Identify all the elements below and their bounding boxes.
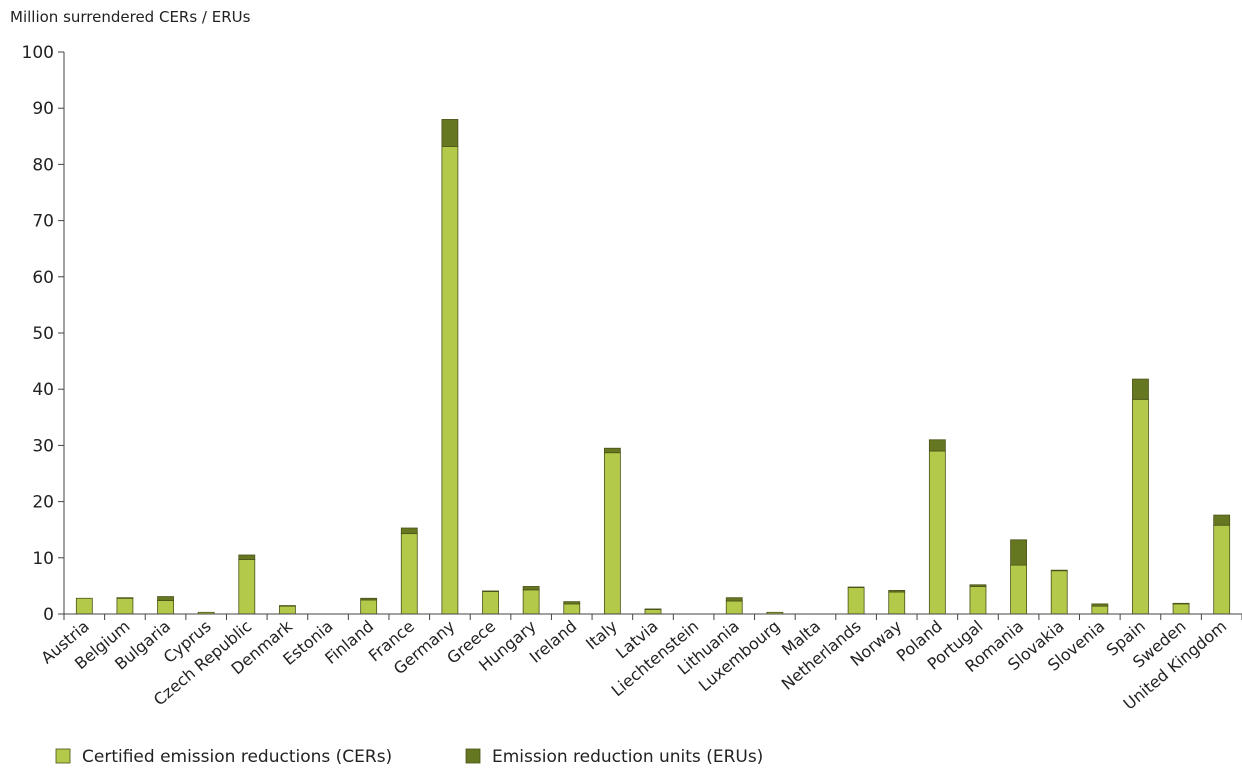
bar-segment [238, 554, 256, 560]
y-tick-label: 80 [32, 155, 54, 175]
bar-segment [888, 589, 906, 593]
bars [75, 119, 1231, 615]
bar-segment [1010, 564, 1027, 615]
bar-segment [847, 586, 865, 588]
bar-segment [400, 533, 418, 615]
y-tick-label: 100 [22, 43, 54, 63]
bar-segment [969, 586, 987, 615]
bar-segment [400, 527, 418, 535]
bar-segment [279, 605, 296, 615]
bar-segment [1172, 602, 1190, 605]
bar-segment [969, 584, 987, 587]
legend-label: Certified emission reductions (CERs) [82, 747, 392, 767]
y-tick-label: 60 [32, 268, 54, 288]
bar-segment [888, 591, 906, 615]
legend: Certified emission reductions (CERs) Emis… [55, 747, 763, 767]
y-tick-label: 70 [32, 212, 54, 232]
bar-segment [441, 119, 459, 147]
bar-segment [1010, 539, 1027, 566]
bar-segment [238, 559, 256, 615]
bar-segment [644, 608, 662, 610]
bar-segment [644, 609, 662, 615]
legend-swatch [55, 748, 71, 764]
bar-segment [75, 597, 93, 615]
legend-swatch [465, 748, 481, 764]
bar-segment [603, 452, 621, 615]
bar-segment [1091, 603, 1109, 607]
legend-label: Emission reduction units (ERUs) [492, 747, 763, 767]
bar-segment [1050, 570, 1068, 615]
y-axis: 0 10 20 30 40 50 60 70 80 90 100 [22, 43, 64, 625]
bar-segment [563, 601, 581, 605]
bar-segment [1132, 378, 1149, 400]
y-tick-label: 20 [32, 493, 54, 513]
bar-segment [116, 597, 134, 615]
y-tick-label: 40 [32, 380, 54, 400]
bar-segment [1213, 514, 1231, 526]
bar-segment [157, 600, 174, 615]
y-tick-label: 10 [32, 549, 54, 569]
bar-segment [847, 587, 865, 615]
bar-segment [928, 450, 946, 615]
bar-segment [725, 597, 743, 602]
bar-segment [1213, 524, 1231, 615]
x-tick-label: Ireland [526, 617, 581, 667]
bar-segment [360, 597, 378, 601]
y-tick-label: 30 [32, 436, 54, 456]
bar-segment [116, 597, 134, 599]
bar-segment [360, 599, 378, 615]
bar-segment [1050, 569, 1068, 572]
bar-segment [1172, 603, 1190, 615]
y-tick-label: 50 [32, 324, 54, 344]
y-axis-title: Million surrendered CERs / ERUs [10, 8, 251, 26]
bar-segment [482, 590, 499, 592]
bar-segment [279, 605, 296, 607]
bar-segment [522, 586, 540, 591]
bar-segment [563, 603, 581, 615]
bar-segment [482, 591, 499, 615]
bar-segment [157, 596, 174, 601]
bar-segment [725, 600, 743, 615]
bar-segment [603, 447, 621, 454]
bar-segment [522, 589, 540, 615]
bar-segment [1132, 398, 1149, 615]
y-tick-label: 90 [32, 99, 54, 119]
bar-segment [441, 146, 459, 615]
bar-segment [928, 439, 946, 452]
y-tick-label: 0 [43, 605, 54, 625]
bar-segment [1091, 605, 1109, 615]
